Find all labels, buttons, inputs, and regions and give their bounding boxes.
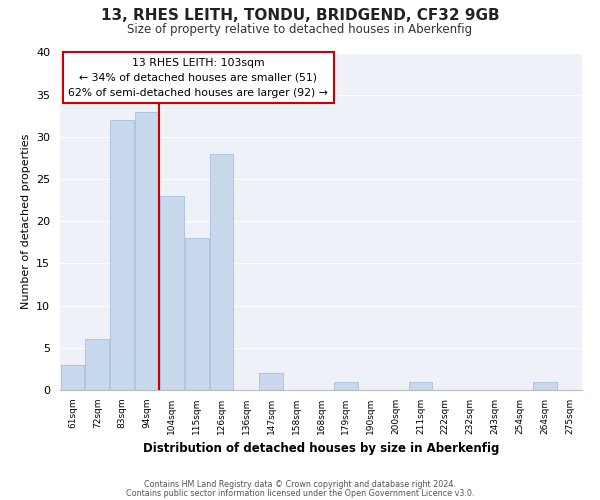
Bar [135, 112, 159, 390]
Bar [110, 120, 134, 390]
X-axis label: Distribution of detached houses by size in Aberkenfig: Distribution of detached houses by size … [143, 442, 499, 456]
Bar [409, 382, 432, 390]
Text: Size of property relative to detached houses in Aberkenfig: Size of property relative to detached ho… [127, 22, 473, 36]
Text: Contains HM Land Registry data © Crown copyright and database right 2024.: Contains HM Land Registry data © Crown c… [144, 480, 456, 489]
Bar [533, 382, 557, 390]
Bar [160, 196, 184, 390]
Bar [85, 340, 109, 390]
Bar [210, 154, 233, 390]
Bar [61, 364, 84, 390]
Y-axis label: Number of detached properties: Number of detached properties [20, 134, 31, 309]
Bar [259, 373, 283, 390]
Bar [185, 238, 209, 390]
Text: Contains public sector information licensed under the Open Government Licence v3: Contains public sector information licen… [126, 489, 474, 498]
Text: 13 RHES LEITH: 103sqm
← 34% of detached houses are smaller (51)
62% of semi-deta: 13 RHES LEITH: 103sqm ← 34% of detached … [68, 58, 328, 98]
Bar [334, 382, 358, 390]
Text: 13, RHES LEITH, TONDU, BRIDGEND, CF32 9GB: 13, RHES LEITH, TONDU, BRIDGEND, CF32 9G… [101, 8, 499, 22]
